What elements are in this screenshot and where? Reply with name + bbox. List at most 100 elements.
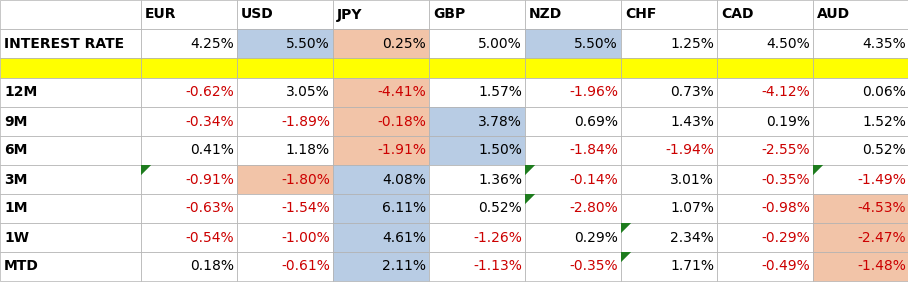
Text: 2.11%: 2.11% (382, 260, 426, 274)
Bar (621, 58, 717, 78)
Bar (333, 29, 429, 58)
Bar (717, 165, 813, 194)
Bar (237, 78, 333, 107)
Text: GBP: GBP (433, 8, 465, 22)
Text: 0.06%: 0.06% (862, 86, 906, 100)
Text: 1.52%: 1.52% (862, 114, 906, 129)
Text: -4.53%: -4.53% (857, 201, 906, 216)
Bar (429, 194, 525, 223)
Bar (621, 165, 717, 194)
Text: -0.18%: -0.18% (377, 114, 426, 129)
Text: -0.63%: -0.63% (185, 201, 234, 216)
Bar (141, 223, 237, 252)
Text: -0.29%: -0.29% (761, 230, 810, 244)
Bar (813, 0, 908, 29)
Bar (813, 194, 908, 223)
Text: 0.52%: 0.52% (863, 143, 906, 157)
Bar (333, 0, 429, 29)
Bar (237, 58, 333, 78)
Bar (717, 58, 813, 78)
Bar (141, 29, 237, 58)
Bar (717, 136, 813, 165)
Text: -0.91%: -0.91% (185, 173, 234, 187)
Bar (0, 223, 141, 252)
Text: INTEREST RATE: INTEREST RATE (4, 36, 124, 51)
Bar (717, 223, 813, 252)
Text: 0.52%: 0.52% (479, 201, 522, 216)
Text: -2.55%: -2.55% (762, 143, 810, 157)
Text: 3M: 3M (4, 173, 27, 187)
Bar (621, 0, 717, 29)
Bar (717, 194, 813, 223)
Text: 1.25%: 1.25% (670, 36, 714, 51)
Text: 0.73%: 0.73% (670, 86, 714, 100)
Bar (0, 194, 141, 223)
Bar (333, 107, 429, 136)
Bar (813, 252, 908, 281)
Text: -2.80%: -2.80% (569, 201, 618, 216)
Text: -0.54%: -0.54% (185, 230, 234, 244)
Text: 0.69%: 0.69% (574, 114, 618, 129)
Text: JPY: JPY (337, 8, 362, 22)
Bar (525, 78, 621, 107)
Bar (429, 0, 525, 29)
Text: 0.29%: 0.29% (574, 230, 618, 244)
Polygon shape (813, 165, 824, 175)
Bar (621, 223, 717, 252)
Text: 0.19%: 0.19% (766, 114, 810, 129)
Bar (525, 165, 621, 194)
Text: -1.89%: -1.89% (281, 114, 330, 129)
Bar (141, 0, 237, 29)
Bar (141, 107, 237, 136)
Bar (813, 107, 908, 136)
Text: -0.34%: -0.34% (185, 114, 234, 129)
Bar (525, 223, 621, 252)
Bar (0, 58, 141, 78)
Bar (717, 78, 813, 107)
Text: 1.07%: 1.07% (670, 201, 714, 216)
Text: 1W: 1W (4, 230, 29, 244)
Text: 2.34%: 2.34% (670, 230, 714, 244)
Bar (333, 252, 429, 281)
Text: -1.94%: -1.94% (666, 143, 714, 157)
Bar (813, 223, 908, 252)
Bar (525, 0, 621, 29)
Text: -1.26%: -1.26% (473, 230, 522, 244)
Bar (813, 58, 908, 78)
Text: 1.36%: 1.36% (478, 173, 522, 187)
Bar (0, 78, 141, 107)
Text: -1.00%: -1.00% (281, 230, 330, 244)
Text: -1.80%: -1.80% (281, 173, 330, 187)
Text: -0.62%: -0.62% (185, 86, 234, 100)
Text: 3.78%: 3.78% (479, 114, 522, 129)
Bar (333, 194, 429, 223)
Bar (525, 136, 621, 165)
Text: 4.08%: 4.08% (382, 173, 426, 187)
Text: -0.98%: -0.98% (761, 201, 810, 216)
Bar (621, 29, 717, 58)
Polygon shape (621, 223, 631, 233)
Text: -1.91%: -1.91% (377, 143, 426, 157)
Bar (813, 78, 908, 107)
Text: 1.57%: 1.57% (479, 86, 522, 100)
Bar (813, 29, 908, 58)
Bar (0, 136, 141, 165)
Text: MTD: MTD (4, 260, 39, 274)
Polygon shape (525, 165, 535, 175)
Text: 5.00%: 5.00% (479, 36, 522, 51)
Bar (525, 252, 621, 281)
Bar (333, 78, 429, 107)
Text: 1.50%: 1.50% (479, 143, 522, 157)
Polygon shape (141, 165, 151, 175)
Bar (525, 107, 621, 136)
Text: -0.49%: -0.49% (761, 260, 810, 274)
Text: CHF: CHF (625, 8, 656, 22)
Bar (429, 58, 525, 78)
Text: 9M: 9M (4, 114, 27, 129)
Text: -1.84%: -1.84% (569, 143, 618, 157)
Bar (333, 58, 429, 78)
Text: AUD: AUD (817, 8, 850, 22)
Text: -1.49%: -1.49% (857, 173, 906, 187)
Bar (141, 136, 237, 165)
Bar (621, 252, 717, 281)
